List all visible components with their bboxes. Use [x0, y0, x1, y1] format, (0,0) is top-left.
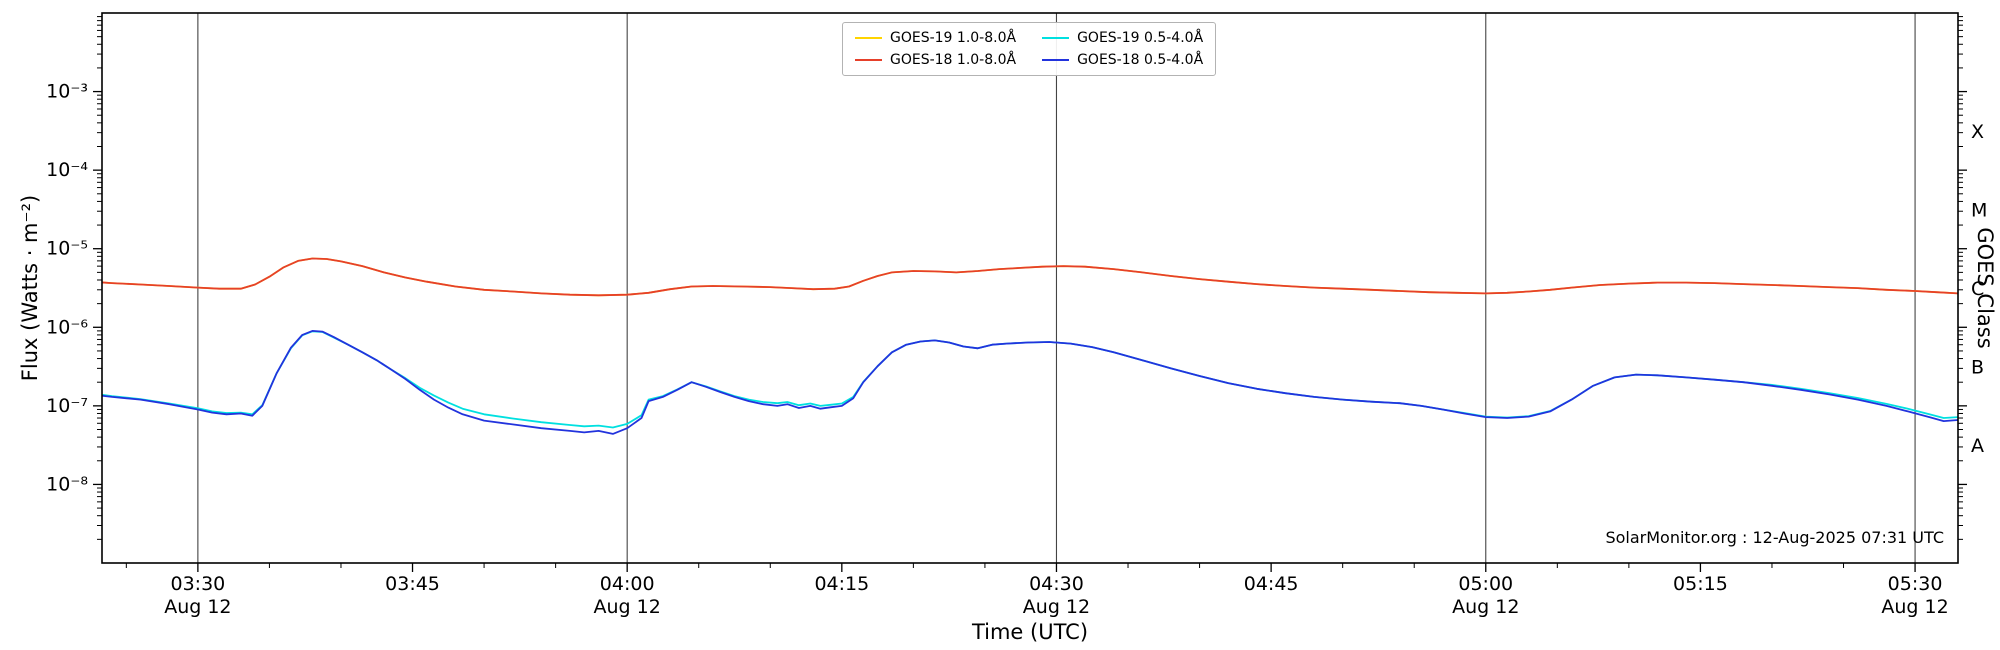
legend-line-swatch [855, 59, 882, 61]
y-axis-label: Flux (Watts · m⁻²) [18, 194, 42, 382]
x-axis-label: Time (UTC) [971, 620, 1089, 644]
plot-frame [101, 12, 1959, 564]
goes-class-label: A [1971, 435, 1984, 457]
legend-entry: GOES-19 1.0-8.0Å [855, 30, 1016, 46]
goes-class-label: M [1971, 199, 1987, 221]
x-tick-label: 04:45 [1244, 573, 1299, 595]
legend-label: GOES-18 0.5-4.0Å [1077, 52, 1204, 68]
x-tick-date-label: Aug 12 [594, 596, 661, 618]
legend-line-swatch [1042, 59, 1070, 61]
x-tick-label: 03:45 [385, 573, 440, 595]
series-group [102, 257, 1958, 435]
x-tick-label: 03:30 [170, 573, 225, 595]
right-axis-label: GOES Class [1973, 227, 1997, 349]
legend-line-swatch [855, 37, 882, 39]
x-tick-label: 04:15 [814, 573, 869, 595]
legend-label: GOES-19 1.0-8.0Å [890, 30, 1017, 46]
x-tick-label: 04:00 [600, 573, 655, 595]
gridlines [197, 13, 1916, 563]
x-tick-label: 05:30 [1888, 573, 1943, 595]
y-tick-label: 10⁻⁴ [46, 159, 88, 181]
x-tick-date-label: Aug 12 [1023, 596, 1090, 618]
legend-line-swatch [1042, 37, 1070, 39]
x-tick-date-label: Aug 12 [1452, 596, 1519, 618]
y-tick-label: 10⁻⁷ [46, 395, 88, 417]
goes-class-label: C [1971, 278, 1984, 300]
legend-entry: GOES-18 1.0-8.0Å [855, 52, 1016, 68]
legend-label: GOES-18 1.0-8.0Å [890, 52, 1017, 68]
goes-class-label: X [1971, 121, 1984, 143]
chart-legend: GOES-19 1.0-8.0Å GOES-19 0.5-4.0Å GOES-18 … [842, 22, 1217, 76]
x-tick-date-label: Aug 12 [164, 596, 231, 618]
x-tick-label: 04:30 [1029, 573, 1084, 595]
series-line [102, 330, 1958, 429]
series-line [102, 330, 1958, 435]
x-tick-date-label: Aug 12 [1881, 596, 1948, 618]
x-tick-label: 05:15 [1673, 573, 1728, 595]
legend-entry: GOES-18 0.5-4.0Å [1042, 52, 1203, 68]
legend-entry: GOES-19 0.5-4.0Å [1042, 30, 1203, 46]
y-tick-label: 10⁻⁸ [46, 473, 88, 495]
goes-class-label: B [1971, 357, 1984, 379]
y-tick-label: 10⁻⁵ [46, 238, 88, 260]
series-line [102, 257, 1958, 297]
y-tick-label: 10⁻⁶ [46, 316, 88, 338]
series-line [102, 257, 1958, 297]
legend-label: GOES-19 0.5-4.0Å [1077, 30, 1204, 46]
y-tick-label: 10⁻³ [46, 81, 88, 103]
watermark-text: SolarMonitor.org : 12-Aug-2025 07:31 UTC [1605, 528, 1944, 547]
x-tick-label: 05:00 [1458, 573, 1513, 595]
